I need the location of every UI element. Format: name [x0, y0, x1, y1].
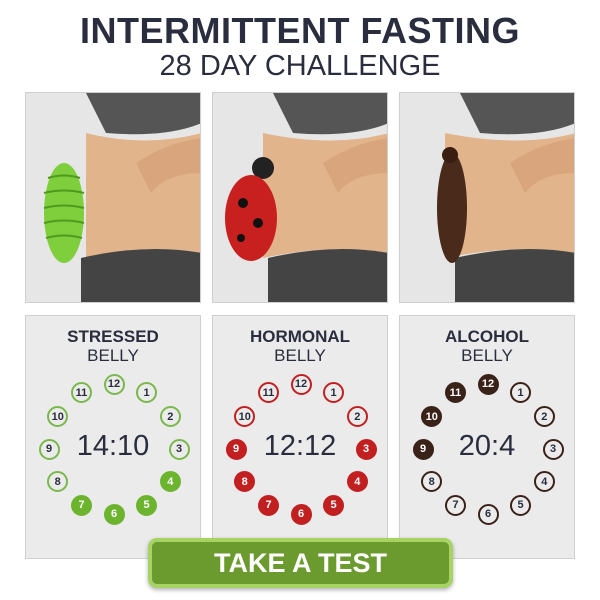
hour-marker-5: 5 [136, 494, 157, 516]
card-subtitle: BELLY [274, 346, 326, 365]
take-a-test-button[interactable]: TAKE A TEST [148, 538, 453, 588]
hour-marker-4: 4 [346, 471, 368, 492]
hour-marker-7: 7 [445, 494, 466, 516]
hour-marker-3: 3 [168, 438, 190, 460]
hour-marker-4: 4 [159, 471, 181, 492]
hour-marker-11: 11 [258, 382, 279, 404]
hour-marker-12: 12 [103, 373, 125, 395]
hour-marker-1: 1 [510, 382, 531, 404]
hour-marker-8: 8 [421, 471, 443, 492]
hour-marker-10: 10 [234, 406, 256, 427]
caterpillar-icon [43, 163, 85, 263]
hour-marker-5: 5 [510, 494, 531, 516]
card-title: STRESSED [67, 327, 159, 346]
hour-marker-11: 11 [445, 382, 466, 404]
hour-marker-8: 8 [234, 471, 256, 492]
hour-marker-8: 8 [47, 471, 69, 492]
hour-marker-4: 4 [533, 471, 555, 492]
hour-marker-2: 2 [533, 406, 555, 427]
hour-marker-2: 2 [159, 406, 181, 427]
card-title: ALCOHOL [444, 327, 530, 346]
hour-marker-1: 1 [323, 382, 344, 404]
fasting-ratio: 12:12 [263, 430, 337, 462]
card-title: HORMONAL [249, 327, 351, 346]
hour-marker-9: 9 [225, 438, 247, 460]
hour-marker-1: 1 [136, 382, 157, 404]
page-title: INTERMITTENT FASTING [80, 10, 520, 51]
hour-marker-6: 6 [290, 503, 312, 525]
belly-illustration-cockroach [399, 92, 575, 303]
hour-marker-7: 7 [258, 494, 279, 516]
hour-marker-6: 6 [103, 503, 125, 525]
card-alcohol-belly: ALCOHOL BELLY 20:4 1 2 3 4 5 6 7 8 9 10 11 12 [399, 315, 575, 559]
hour-marker-3: 3 [355, 438, 377, 460]
hour-marker-6: 6 [477, 503, 499, 525]
card-subtitle: BELLY [87, 346, 139, 365]
card-hormonal-belly: HORMONAL BELLY 12:12 1 2 3 4 5 6 7 8 9 10 11 12 [212, 315, 388, 559]
hour-marker-3: 3 [542, 438, 564, 460]
fasting-ratio: 20:4 [458, 430, 516, 462]
hour-marker-12: 12 [290, 373, 312, 395]
cockroach-icon [437, 147, 467, 263]
belly-illustration-caterpillar [25, 92, 201, 303]
hour-marker-10: 10 [47, 406, 69, 427]
card-stressed-belly: STRESSED BELLY 14:10 1 2 3 4 5 6 7 8 9 10 11 12 [25, 315, 201, 559]
hour-marker-7: 7 [71, 494, 92, 516]
page-subtitle: 28 DAY CHALLENGE [159, 50, 441, 82]
hour-marker-10: 10 [421, 406, 443, 427]
hour-marker-12: 12 [477, 373, 499, 395]
hour-marker-11: 11 [71, 382, 92, 404]
belly-illustration-ladybug [212, 92, 388, 303]
ladybug-icon [225, 157, 277, 261]
fasting-ratio: 14:10 [76, 430, 150, 462]
hour-marker-9: 9 [38, 438, 60, 460]
hour-marker-2: 2 [346, 406, 368, 427]
hour-marker-5: 5 [323, 494, 344, 516]
card-subtitle: BELLY [461, 346, 513, 365]
hour-marker-9: 9 [412, 438, 434, 460]
